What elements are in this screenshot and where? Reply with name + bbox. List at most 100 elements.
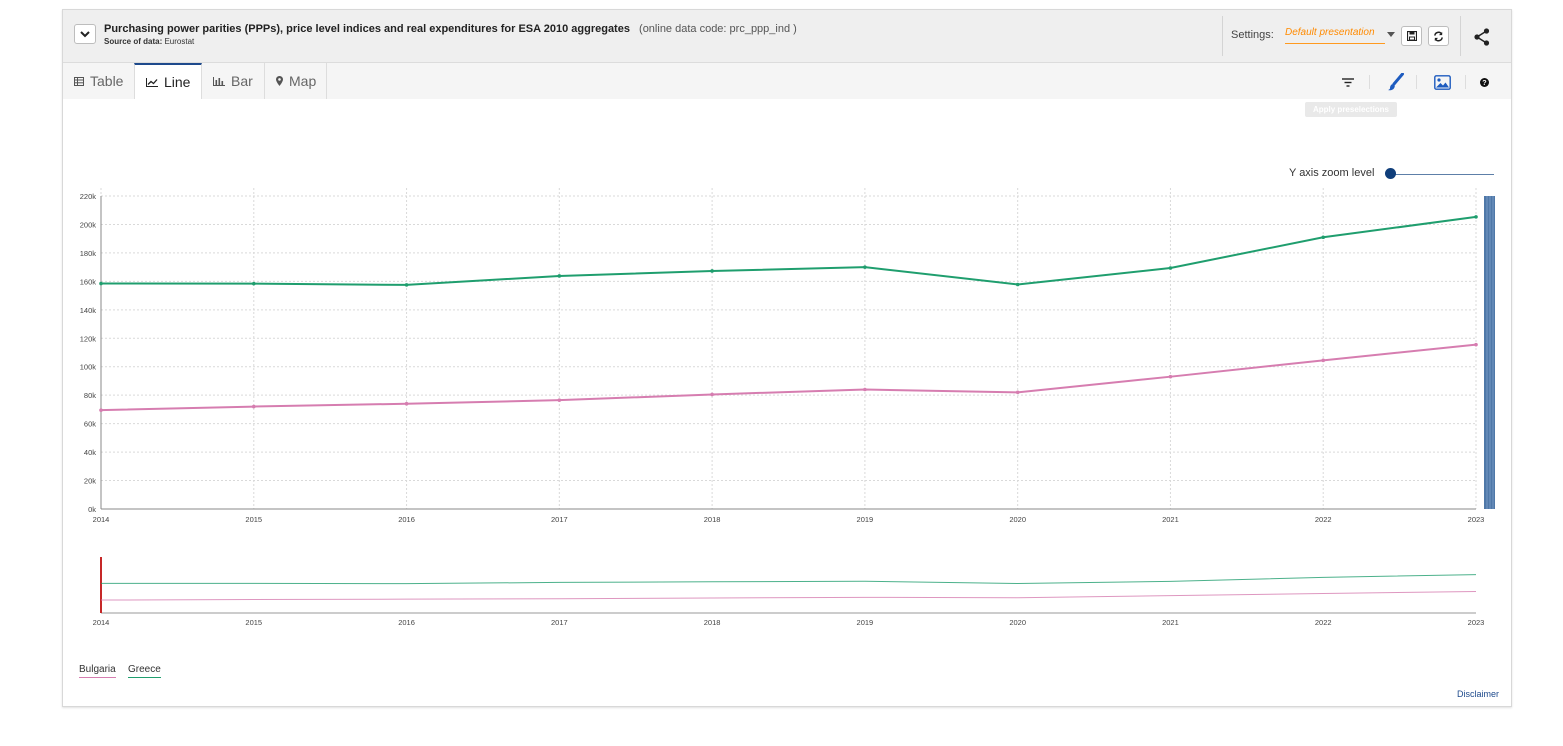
filter-button[interactable] xyxy=(1339,73,1357,91)
dataset-title: Purchasing power parities (PPPs), price … xyxy=(104,23,630,35)
data-point-greece xyxy=(404,283,409,287)
settings-label: Settings: xyxy=(1231,29,1274,41)
bar-chart-icon xyxy=(213,76,225,86)
source-label: Source of data: xyxy=(104,37,163,46)
line-chart-icon xyxy=(146,77,158,87)
save-button[interactable] xyxy=(1401,26,1422,46)
zoom-label: Y axis zoom level xyxy=(1289,167,1375,179)
divider xyxy=(1369,75,1370,89)
x-axis-ticks: 2014 2015 2016 2017 2018 2019 2020 2021 2022 2023 xyxy=(93,515,1485,524)
data-point-bulgaria xyxy=(1474,342,1478,347)
y-axis-ticks: 0k 20k 40k 60k 80k 100k 120k 140k 160k 180k 200k 22… xyxy=(80,192,97,514)
table-icon xyxy=(74,76,84,86)
help-icon: ? xyxy=(1479,77,1489,87)
map-pin-icon xyxy=(276,76,283,86)
tab-map[interactable]: Map xyxy=(265,63,327,99)
series-line-bulgaria xyxy=(100,343,1477,412)
data-point-greece xyxy=(557,274,562,278)
x-tick-label: 2022 xyxy=(1315,515,1332,524)
x-tick-label: 2019 xyxy=(857,515,874,524)
data-point-greece xyxy=(99,281,103,286)
download-image-button[interactable] xyxy=(1433,73,1451,91)
data-point-greece xyxy=(1168,266,1173,270)
online-data-code: (online data code: prc_ppp_ind ) xyxy=(639,23,797,35)
svg-text:?: ? xyxy=(1482,78,1486,87)
y-tick-label: 180k xyxy=(80,249,97,258)
navigator-line-bulgaria xyxy=(100,590,1477,601)
tab-label: Map xyxy=(289,73,317,89)
save-icon xyxy=(1406,31,1417,41)
x-tick-label: 2016 xyxy=(398,515,415,524)
customize-button[interactable] xyxy=(1387,73,1405,91)
share-button[interactable] xyxy=(1471,26,1493,48)
tab-label: Line xyxy=(164,74,191,90)
chevron-down-icon xyxy=(80,30,90,37)
x-tick-label: 2021 xyxy=(1162,515,1179,524)
x-tick-label: 2014 xyxy=(93,515,110,524)
panel-header: Purchasing power parities (PPPs), price … xyxy=(63,10,1511,63)
tab-label: Table xyxy=(90,73,124,89)
data-point-greece xyxy=(1015,282,1020,287)
x-tick-label: 2017 xyxy=(551,515,568,524)
legend-item-bulgaria[interactable]: Bulgaria xyxy=(79,664,116,678)
filter-icon xyxy=(1342,77,1354,87)
navigator-tick-label: 2021 xyxy=(1162,618,1179,627)
dropdown-arrow-icon[interactable] xyxy=(1387,32,1395,37)
divider xyxy=(1465,75,1466,89)
share-icon xyxy=(1474,28,1490,46)
navigator-tick-label: 2014 xyxy=(93,618,110,627)
scroll-handle[interactable] xyxy=(1484,196,1495,509)
view-tabbar: Table Line Bar Map xyxy=(63,63,1511,99)
data-point-bulgaria xyxy=(1168,374,1173,379)
y-tick-label: 20k xyxy=(84,477,96,486)
tab-table[interactable]: Table xyxy=(63,63,134,99)
divider xyxy=(1222,16,1223,56)
refresh-icon xyxy=(1434,31,1443,41)
data-point-bulgaria xyxy=(1321,358,1326,363)
navigator-tick-label: 2015 xyxy=(245,618,262,627)
zoom-slider-track[interactable] xyxy=(1391,174,1494,175)
zoom-slider-handle[interactable] xyxy=(1385,168,1396,179)
x-tick-label: 2015 xyxy=(245,515,262,524)
divider xyxy=(1460,16,1461,56)
y-tick-label: 60k xyxy=(84,420,96,429)
tab-bar[interactable]: Bar xyxy=(202,63,265,99)
data-point-greece xyxy=(251,281,256,286)
y-tick-label: 80k xyxy=(84,391,96,400)
disclaimer-link[interactable]: Disclaimer xyxy=(1457,689,1500,699)
navigator-tick-label: 2022 xyxy=(1315,618,1332,627)
settings-select[interactable]: Default presentation xyxy=(1285,27,1385,44)
navigator-tick-label: 2023 xyxy=(1468,618,1485,627)
data-point-greece xyxy=(710,269,714,273)
reset-button[interactable] xyxy=(1428,26,1449,46)
navigator[interactable]: 2014 2015 2016 2017 2018 2019 2020 2021 2022 2023 xyxy=(93,557,1485,627)
tab-label: Bar xyxy=(231,73,253,89)
navigator-tick-label: 2018 xyxy=(704,618,721,627)
navigator-tick-label: 2016 xyxy=(398,618,415,627)
y-tick-label: 160k xyxy=(80,277,97,286)
series-line-greece xyxy=(100,215,1477,286)
data-point-bulgaria xyxy=(557,398,562,402)
y-tick-label: 40k xyxy=(84,448,96,457)
brush-icon xyxy=(1388,73,1404,91)
chart-grid xyxy=(100,188,1477,510)
legend-item-greece[interactable]: Greece xyxy=(128,664,161,678)
tab-line[interactable]: Line xyxy=(134,63,202,99)
y-tick-label: 200k xyxy=(80,220,97,229)
data-point-bulgaria xyxy=(1015,390,1020,395)
data-point-bulgaria xyxy=(251,404,256,409)
help-button[interactable]: ? xyxy=(1475,73,1493,91)
collapse-button[interactable] xyxy=(74,24,96,44)
y-tick-label: 0k xyxy=(88,505,96,514)
data-point-greece xyxy=(863,265,867,269)
data-point-greece xyxy=(1474,215,1478,219)
data-point-bulgaria xyxy=(710,392,714,397)
y-tick-label: 220k xyxy=(80,192,97,201)
source-value: Eurostat xyxy=(164,37,195,46)
x-tick-label: 2018 xyxy=(704,515,721,524)
chart-series xyxy=(99,215,1478,412)
y-tick-label: 120k xyxy=(80,334,97,343)
navigator-line-greece xyxy=(100,574,1477,585)
tooltip: Apply preselections xyxy=(1305,102,1397,117)
data-point-bulgaria xyxy=(99,408,103,412)
